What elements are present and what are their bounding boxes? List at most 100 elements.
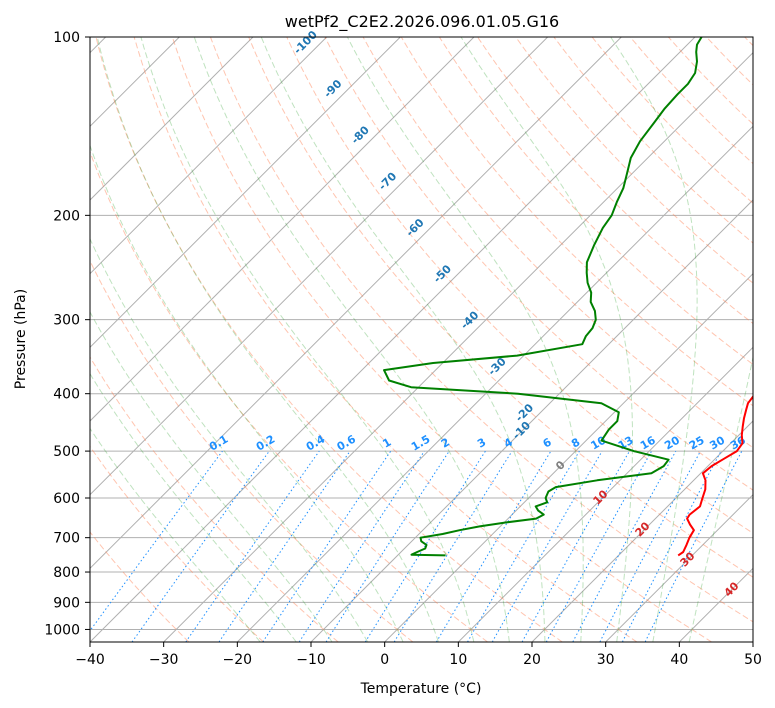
mixing-ratio-line	[572, 450, 677, 642]
x-tick-label: 50	[744, 652, 762, 668]
x-tick-label: −20	[223, 652, 253, 668]
mixing-ratio-label: 3	[475, 436, 488, 451]
y-tick-label: 300	[53, 313, 80, 329]
mixing-ratio-line	[644, 450, 743, 642]
isotherm-line	[90, 37, 549, 496]
x-tick-label: −40	[75, 652, 105, 668]
y-tick-label: 200	[53, 208, 80, 224]
mixing-ratio-line	[218, 450, 351, 642]
mixing-ratio-label: 20	[662, 433, 682, 452]
isotherm-label: -100	[291, 28, 320, 57]
dry-adiabat-line	[133, 37, 638, 642]
mixing-ratio-label: 6	[541, 435, 554, 450]
axis-ticks: −40 −30 −20 −10 0 10 20 30 40 5010020030040050060…	[44, 30, 762, 668]
mixing-ratio-label: 25	[687, 434, 707, 453]
moist-adiabat-line	[688, 355, 753, 642]
isotherm-line	[163, 51, 753, 642]
isotherm-line	[384, 272, 753, 642]
dewpoint-profile-line	[383, 37, 703, 557]
moist-adiabat-line	[610, 37, 698, 642]
y-axis-label: Pressure (hPa)	[13, 289, 29, 389]
moist-adiabat-line	[90, 427, 261, 642]
mixing-ratio-label: 16	[638, 433, 658, 452]
mixing-ratio-line	[545, 450, 653, 642]
isotherm-label: -40	[458, 308, 481, 331]
moist-adiabat-line	[90, 310, 333, 642]
dry-adiabat-line	[90, 445, 264, 642]
x-tick-label: 30	[597, 652, 615, 668]
isotherm-line	[531, 420, 753, 642]
isotherm-line	[90, 37, 622, 570]
isotherm-line	[90, 37, 475, 422]
x-tick-label: −10	[296, 652, 326, 668]
x-tick-label: 10	[449, 652, 467, 668]
isotherm-line	[310, 199, 753, 642]
y-tick-label: 500	[53, 444, 80, 460]
mixing-ratio-label: 2	[439, 436, 452, 451]
y-tick-label: 600	[53, 491, 80, 507]
mixing-ratio-label: 10	[589, 433, 609, 452]
mixing-ratio-line	[491, 450, 603, 642]
mixing-ratio-line	[599, 450, 701, 642]
mixing-ratio-label: 0.2	[254, 433, 277, 454]
moist-adiabat-line	[140, 37, 475, 642]
x-tick-label: −30	[149, 652, 179, 668]
x-tick-label: 20	[523, 652, 541, 668]
isotherm-label: -70	[376, 170, 399, 193]
dry-adiabat-line	[553, 37, 753, 244]
dry-adiabat-line	[324, 37, 753, 491]
mixing-ratio-line	[521, 450, 630, 642]
plot-frame	[89, 36, 754, 643]
dry-adiabat-line	[706, 37, 753, 86]
dry-adiabat-line	[438, 37, 753, 366]
isotherm-line	[752, 641, 753, 642]
isotherm-label: -90	[321, 77, 344, 100]
dry-adiabat-line	[90, 259, 414, 642]
mixing-ratio-label: 0.4	[304, 432, 328, 453]
dry-adiabat-line	[90, 531, 190, 642]
isotherm-line	[605, 493, 753, 642]
dry-adiabat-line	[362, 37, 753, 449]
isotherm-line	[90, 37, 401, 349]
temperature-profile-line	[677, 395, 753, 557]
line-labels: 0.1 0.2 0.4 0.6 1 1.5 2 3 4 6 8 10 13 16 20 25 30 36-100-…	[207, 28, 748, 600]
mixing-ratio-label: 0.1	[207, 433, 230, 454]
moist-adiabat-line	[96, 37, 439, 642]
mixing-ratio-line	[298, 450, 425, 642]
isotherm-line	[236, 125, 753, 642]
moist-adiabat-line	[90, 144, 404, 642]
chart-title: wetPf2_C2E2.2026.096.01.05.G16	[285, 12, 559, 32]
mixing-ratio-line	[325, 450, 450, 642]
dry-adiabat-line	[744, 37, 753, 47]
dry-adiabat-line	[210, 37, 753, 623]
dry-adiabat-line	[286, 37, 753, 534]
moist-adiabat-line	[90, 372, 297, 642]
isotherm-line	[90, 37, 328, 275]
y-tick-label: 1000	[44, 622, 80, 638]
isotherm-line	[457, 346, 753, 642]
moist-adiabat-line	[90, 237, 369, 642]
dry-adiabat-line	[95, 37, 563, 642]
dry-adiabat-line	[248, 37, 753, 578]
y-tick-label: 100	[53, 30, 80, 46]
x-axis-label: Temperature (°C)	[360, 681, 482, 697]
dry-adiabat-line	[90, 150, 488, 642]
y-tick-label: 400	[53, 387, 80, 403]
moist-adiabat-label: 20	[633, 519, 653, 539]
mixing-ratio-line	[467, 450, 580, 642]
x-tick-label: 40	[670, 652, 688, 668]
moist-adiabat-line	[460, 37, 633, 642]
dry-adiabat-line	[400, 37, 753, 407]
isotherm-line	[90, 37, 254, 201]
moist-adiabat-line	[260, 37, 546, 642]
isotherm-label: -80	[349, 123, 372, 146]
isotherm-label: -10	[510, 419, 533, 442]
x-tick-label: 0	[380, 652, 389, 668]
y-tick-label: 900	[53, 595, 80, 611]
moist-adiabat-label: 10	[591, 487, 611, 507]
mixing-ratio-line	[262, 450, 392, 642]
mixing-ratio-line	[90, 450, 223, 632]
dry-adiabat-line	[90, 356, 339, 642]
mixing-ratio-label: 8	[569, 436, 582, 451]
